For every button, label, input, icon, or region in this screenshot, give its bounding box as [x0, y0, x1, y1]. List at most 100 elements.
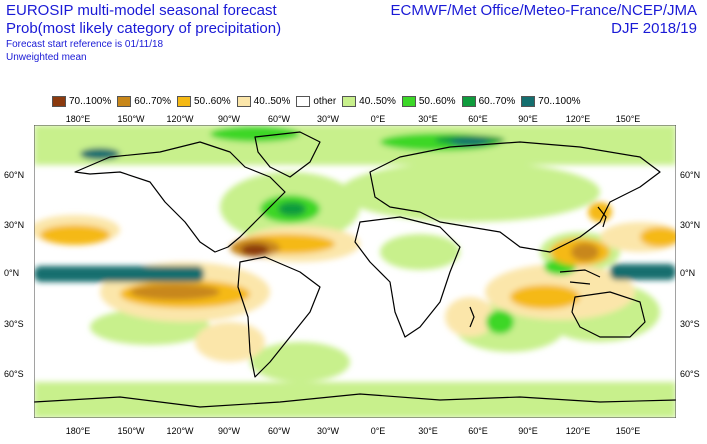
eurasia-wet-area — [340, 162, 600, 222]
legend-swatch — [236, 95, 251, 107]
legend-swatch — [176, 95, 191, 107]
lon-label: 90°E — [518, 114, 538, 124]
map-field — [34, 125, 676, 418]
indian-wet-core — [486, 310, 514, 334]
legend-item: 40..50% — [236, 95, 291, 107]
legend-swatch — [461, 95, 476, 107]
africa-coast — [354, 216, 461, 338]
lon-label: 0°E — [371, 426, 386, 436]
lat-label: 30°S — [680, 319, 700, 329]
legend-item: 60..70% — [117, 95, 171, 107]
legend-swatch — [342, 95, 357, 107]
legend-swatch — [296, 95, 311, 107]
lon-label: 120°W — [166, 114, 194, 124]
pacific-dry-core — [640, 227, 676, 247]
lat-labels-left: 60°N 30°N 0°N 30°S 60°S — [4, 170, 24, 379]
antarctic-wet-band — [34, 382, 676, 418]
siberia-wet-peak — [450, 138, 490, 146]
lon-label: 120°E — [566, 426, 591, 436]
title-line-3: Forecast start reference is 01/11/18 — [6, 39, 164, 50]
south-america-dry-area — [195, 322, 265, 362]
equatorial-pacific-wet-band — [34, 266, 204, 282]
legend-label: other — [313, 95, 337, 107]
madagascar-dry-area — [445, 297, 495, 337]
legend-item: 50..60% — [176, 95, 231, 107]
legend-item: 40..50% — [342, 95, 396, 107]
lon-label: 60°E — [468, 426, 488, 436]
legend-item: 70..100% — [52, 95, 112, 107]
legend-item: other — [296, 95, 337, 107]
legend-label: 40..50% — [253, 95, 291, 107]
atlantic-wet-peak — [278, 202, 306, 216]
legend: 70..100% 60..70% 50..60% 40..50% other 4… — [52, 94, 587, 108]
lat-label: 30°N — [4, 220, 24, 230]
antarctica-coast — [34, 393, 676, 408]
lon-labels-top: 180°E 150°W 120°W 90°W 60°W 30°W 0°E 30°… — [66, 114, 641, 124]
legend-label: 60..70% — [134, 95, 171, 107]
philippines-dry-peak — [571, 243, 599, 261]
lat-labels-right: 60°N 30°N 0°N 30°S 60°S — [680, 170, 700, 379]
legend-label: 50..60% — [418, 95, 456, 107]
legend-item: 50..60% — [401, 95, 456, 107]
title-line-4: Unweighted mean — [6, 52, 87, 63]
legend-item: 60..70% — [461, 95, 516, 107]
legend-label: 70..100% — [69, 95, 112, 107]
lon-label: 30°W — [317, 114, 340, 124]
maritime-continent-coast — [559, 269, 601, 285]
indian-dry-core — [510, 285, 580, 309]
legend-label: 60..70% — [478, 95, 516, 107]
lon-label: 60°E — [468, 114, 488, 124]
alaska-wet-peak — [80, 148, 120, 160]
lat-label: 60°N — [680, 170, 700, 180]
lon-label: 90°W — [218, 114, 241, 124]
lon-label: 180°E — [66, 426, 91, 436]
forecast-season: DJF 2018/19 — [611, 20, 697, 37]
greenland-wet-core — [210, 126, 300, 142]
forecast-centres: ECMWF/Met Office/Meteo-France/NCEP/JMA — [390, 2, 697, 19]
title-line-2: Prob(most likely category of precipitati… — [6, 20, 282, 37]
south-america-coast — [237, 256, 321, 378]
west-pacific-wet-band — [610, 264, 676, 280]
lon-label: 120°E — [566, 114, 591, 124]
south-pacific-dry-peak — [130, 284, 220, 300]
lat-label: 30°N — [680, 220, 700, 230]
precipitation-map: 180°E 150°W 120°W 90°W 60°W 30°W 0°E 30°… — [4, 114, 700, 436]
lon-label: 30°E — [418, 114, 438, 124]
legend-item: 70..100% — [521, 95, 581, 107]
east-pacific-dry-core — [40, 225, 110, 245]
australia-coast — [571, 291, 646, 338]
eurasia-coast — [369, 141, 661, 253]
africa-wet-area — [380, 234, 460, 270]
title-line-1: EUROSIP multi-model seasonal forecast — [6, 2, 277, 19]
arctic-wet-band — [34, 125, 676, 165]
lon-label: 30°E — [418, 426, 438, 436]
lat-label: 60°S — [680, 369, 700, 379]
lon-label: 90°W — [218, 426, 241, 436]
lon-label: 150°E — [616, 114, 641, 124]
wet-70-100-areas — [34, 138, 676, 282]
title-block: EUROSIP multi-model seasonal forecast Pr… — [6, 2, 281, 64]
lat-label: 60°N — [4, 170, 24, 180]
legend-swatch — [117, 95, 132, 107]
map-area: 180°E 150°W 120°W 90°W 60°W 30°W 0°E 30°… — [0, 112, 707, 439]
lon-label: 0°E — [371, 114, 386, 124]
lon-label: 90°E — [518, 426, 538, 436]
greenland-coast — [254, 131, 321, 178]
lon-label: 30°W — [317, 426, 340, 436]
header-right: ECMWF/Met Office/Meteo-France/NCEP/JMA D… — [391, 2, 697, 38]
japan-coast — [597, 206, 607, 228]
lon-label: 150°W — [117, 114, 145, 124]
legend-swatch — [52, 95, 66, 107]
madagascar-coast — [469, 306, 475, 328]
legend-swatch — [521, 95, 536, 107]
lat-label: 0°N — [680, 268, 695, 278]
lon-labels-bottom: 180°E 150°W 120°W 90°W 60°W 30°W 0°E 30°… — [66, 426, 641, 436]
legend-label: 50..60% — [193, 95, 231, 107]
legend-label: 40..50% — [359, 95, 396, 107]
lon-label: 60°W — [268, 114, 291, 124]
lat-label: 60°S — [4, 369, 24, 379]
lon-label: 150°E — [616, 426, 641, 436]
lon-label: 180°E — [66, 114, 91, 124]
lon-label: 60°W — [268, 426, 291, 436]
coastlines — [34, 131, 676, 408]
